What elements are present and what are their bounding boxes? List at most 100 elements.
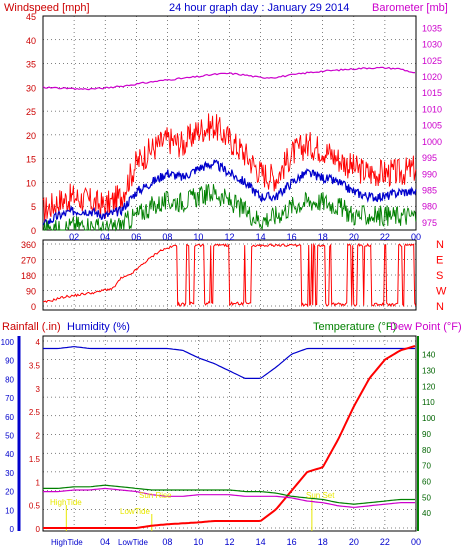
temperature-tick-label: 120 [422,382,436,391]
wind-average-series-line [42,159,417,227]
windspeed-tick-label: 30 [26,83,36,93]
temperature-tick-label: 60 [422,477,431,486]
high-tide-annotation: HighTide [50,498,82,507]
hour-tick-label: 10 [193,232,203,242]
windspeed-tick-label: 45 [26,12,36,22]
hour-tick-label: 22 [380,232,390,242]
humidity-title: Humidity (%) [67,321,130,333]
bottom-hour-tick-label: 14 [256,537,266,547]
bottom-hour-tick-label: 18 [318,537,328,547]
barometer-tick-label: 995 [422,153,437,163]
windspeed-tick-label: 10 [26,178,36,188]
rainfall-tick-label: 2 [36,432,41,441]
rainfall-tick-label: 3.5 [29,361,41,370]
hour-tick-label: 16 [287,232,297,242]
windspeed-tick-label: 35 [26,60,36,70]
wind-gust-series-line [42,113,417,223]
bottom-hour-tick-label: 20 [349,537,359,547]
windspeed-tick-label: 20 [26,131,36,141]
hour-tick-label: 06 [131,232,141,242]
humidity-tick-label: 70 [5,394,14,403]
humidity-tick-label: 50 [5,432,14,441]
compass-label: N [436,239,444,251]
windspeed-tick-label: 0 [31,226,36,236]
bottom-high-tide-label: HighTide [51,538,83,547]
hour-tick-label: 02 [69,232,79,242]
temperature-tick-label: 80 [422,446,431,455]
bottom-hour-tick-label: 16 [287,537,297,547]
hour-tick-label: 20 [349,232,359,242]
bottom-hour-tick-label: 08 [162,537,172,547]
barometer-tick-label: 1000 [422,137,442,147]
wind-direction-series-line [42,242,417,308]
barometer-tick-label: 985 [422,185,437,195]
bottom-low-tide-label: LowTide [118,538,148,547]
windspeed-tick-label: 5 [31,202,36,212]
direction-tick-label: 180 [21,271,36,281]
barometer-title: Barometer [mb] [372,2,448,14]
barometer-tick-label: 1025 [422,56,442,66]
sunset-annotation: Sun Set [306,491,335,500]
hour-tick-label: 08 [162,232,172,242]
humidity-tick-label: 40 [5,450,14,459]
compass-label: N [436,301,444,313]
humidity-series-line [43,346,415,379]
barometer-tick-label: 1030 [422,40,442,50]
humidity-tick-label: 20 [5,488,14,497]
hour-tick-label: 04 [100,232,110,242]
barometer-tick-label: 990 [422,169,437,179]
hour-tick-label: 12 [224,232,234,242]
humidity-tick-label: 30 [5,469,14,478]
bottom-hour-tick-label: 12 [224,537,234,547]
temperature-tick-label: 70 [422,462,431,471]
temperature-tick-label: 130 [422,367,436,376]
compass-label: S [436,270,443,282]
rainfall-tick-label: 1.5 [29,455,41,464]
humidity-tick-label: 0 [10,525,15,534]
barometer-tick-label: 1010 [422,104,442,114]
temperature-tick-label: 50 [422,493,431,502]
rainfall-series-line [43,345,416,529]
temperature-title: Temperature (°F) [313,321,396,333]
temperature-tick-label: 40 [422,509,431,518]
direction-tick-label: 270 [21,256,36,266]
rainfall-tick-label: 3 [36,385,41,394]
temperature-tick-label: 110 [422,398,435,407]
windspeed-tick-label: 40 [26,36,36,46]
rainfall-tick-label: 0 [36,525,41,534]
chart-title: 24 hour graph day : January 29 2014 [169,2,349,14]
humidity-tick-label: 100 [1,338,15,347]
hour-tick-label: 00 [411,232,421,242]
dewpoint-title: Dew Point (°F) [390,321,462,333]
barometer-tick-label: 975 [422,218,437,228]
rainfall-title: Rainfall (.in) [2,321,61,333]
direction-tick-label: 360 [21,240,36,250]
barometer-tick-label: 1020 [422,72,442,82]
bottom-hour-tick-label: 22 [380,537,390,547]
dewpoint-series-line [43,487,415,508]
compass-label: W [436,286,447,298]
direction-tick-label: 0 [31,302,36,312]
windspeed-tick-label: 25 [26,107,36,117]
bottom-hour-tick-label: 10 [193,537,203,547]
rainfall-tick-label: 2.5 [29,408,41,417]
hour-tick-label: 14 [256,232,266,242]
barometer-series-line [42,66,415,91]
bottom-hour-tick-label: 04 [100,537,110,547]
direction-tick-label: 90 [26,287,36,297]
barometer-tick-label: 980 [422,202,437,212]
wind-low-series-line [43,184,417,232]
barometer-tick-label: 1015 [422,88,442,98]
humidity-tick-label: 60 [5,413,14,422]
bottom-hour-tick-label: 00 [411,537,421,547]
rainfall-tick-label: 1 [36,478,41,487]
lower-panel-frame [42,335,417,532]
temperature-tick-label: 140 [422,351,436,360]
windspeed-title: Windspeed [mph] [4,2,90,14]
humidity-tick-label: 80 [5,375,14,384]
temperature-tick-label: 90 [422,430,431,439]
low-tide-annotation: LowTide [120,507,150,516]
sunrise-annotation: Sun Rise [139,491,172,500]
rainfall-tick-label: 0.5 [29,502,41,511]
